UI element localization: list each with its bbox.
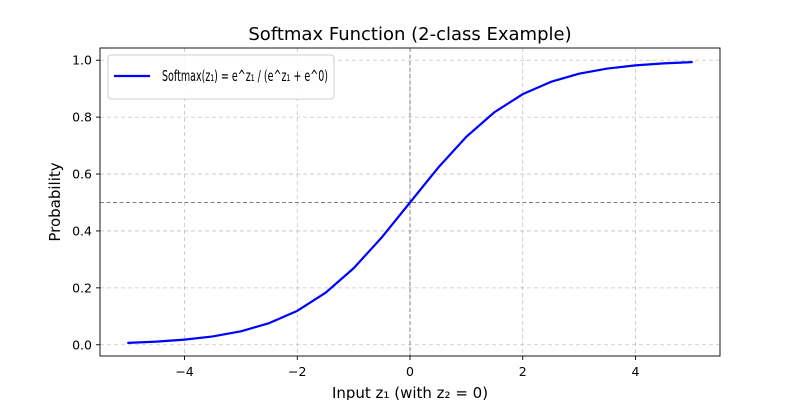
y-tick-label-2: 0.4 xyxy=(72,223,92,238)
x-tick-label-0: −4 xyxy=(175,364,193,379)
y-tick-label-4: 0.8 xyxy=(72,110,92,125)
chart-title: Softmax Function (2-class Example) xyxy=(248,24,571,45)
x-tick-label-1: −2 xyxy=(288,364,306,379)
series-layer xyxy=(127,61,693,344)
y-axis-ticks: 0.0 0.2 0.4 0.6 0.8 1.0 xyxy=(72,53,100,352)
legend: Softmax(z₁) = e^z₁ / (e^z₁ + e^0) xyxy=(107,54,335,100)
y-tick-label-1: 0.2 xyxy=(72,280,92,295)
y-tick-label-0: 0.0 xyxy=(72,337,92,352)
y-tick-label-3: 0.6 xyxy=(72,167,92,182)
x-axis-ticks: −4 −2 0 2 4 xyxy=(175,356,639,379)
legend-label: Softmax(z₁) = e^z₁ / (e^z₁ + e^0) xyxy=(162,67,328,85)
series-line-0 xyxy=(127,61,693,344)
y-axis-label: Probability xyxy=(46,162,64,241)
reference-lines xyxy=(100,48,720,356)
x-tick-label-2: 0 xyxy=(406,364,414,379)
legend-box xyxy=(107,54,335,100)
x-axis-label: Input z₁ (with z₂ = 0) xyxy=(332,384,488,400)
x-tick-label-4: 4 xyxy=(631,364,639,379)
y-tick-label-5: 1.0 xyxy=(72,53,92,68)
x-tick-label-3: 2 xyxy=(519,364,527,379)
